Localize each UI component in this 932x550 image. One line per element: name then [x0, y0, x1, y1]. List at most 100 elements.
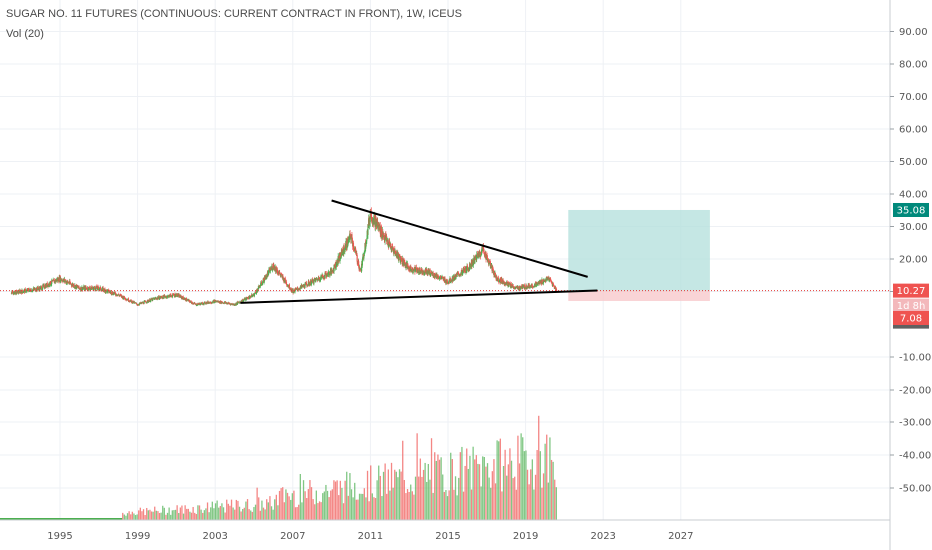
candle-body: [38, 287, 40, 289]
candle-body: [234, 304, 236, 306]
volume-bar: [477, 463, 479, 520]
volume-bar: [166, 512, 169, 520]
candle-body: [449, 277, 451, 283]
candle-body: [265, 275, 267, 277]
candle-body: [106, 289, 108, 291]
candle-body: [77, 286, 79, 288]
candle-body: [253, 294, 255, 297]
candle-body: [350, 236, 352, 240]
volume-bar: [362, 493, 364, 520]
volume-bar: [443, 491, 445, 520]
candle-body: [422, 271, 424, 273]
candle-body: [172, 294, 175, 296]
candle-body: [269, 268, 271, 272]
volume-bar: [555, 487, 557, 520]
volume-bar: [154, 506, 156, 520]
candle-body: [407, 266, 410, 270]
candle-body: [37, 288, 39, 291]
time-axis-tick-label: 2023: [590, 531, 615, 542]
profit-zone[interactable]: [568, 209, 710, 291]
candle-body: [386, 240, 388, 242]
candle-body: [264, 277, 266, 280]
candle-body: [337, 256, 340, 261]
candle-body: [104, 288, 106, 290]
target-price-badge-label: 35.08: [897, 205, 926, 216]
candle-body: [232, 304, 234, 306]
candle-body: [550, 279, 552, 282]
candle-body: [41, 286, 43, 290]
candle-body: [155, 298, 157, 299]
volume-bar: [387, 469, 389, 520]
candle-body: [85, 286, 87, 290]
candle-body: [243, 299, 245, 301]
volume-bar: [294, 507, 297, 520]
plot-background: [0, 0, 890, 520]
volume-bar: [302, 480, 305, 520]
candle-body: [344, 249, 346, 252]
stop-zone[interactable]: [568, 290, 710, 301]
candle-body: [499, 277, 502, 283]
time-axis-tick-label: 1999: [125, 531, 150, 542]
volume-bar: [438, 459, 441, 520]
candle-body: [190, 300, 192, 302]
candle-body: [428, 269, 430, 271]
candle-body: [76, 285, 78, 289]
volume-bar: [221, 503, 223, 520]
volume-bar: [293, 490, 295, 520]
volume-bar: [498, 441, 500, 520]
candle-body: [283, 277, 285, 283]
volume-bar: [138, 510, 140, 520]
candle-body: [420, 271, 422, 272]
candle-body: [216, 301, 218, 303]
candle-body: [455, 274, 457, 277]
trendline-descending[interactable]: [331, 199, 588, 278]
candle-body: [245, 297, 248, 300]
candle-body: [188, 300, 191, 302]
candle-body: [99, 287, 101, 290]
volume-bar: [141, 511, 143, 520]
candle-body: [483, 252, 485, 254]
candle-body: [33, 288, 36, 290]
candle-body: [496, 276, 498, 281]
candle-body: [343, 245, 345, 254]
candle-body: [295, 288, 297, 290]
candle-body: [457, 273, 459, 275]
candle-body: [325, 273, 327, 276]
candle-body: [425, 269, 428, 273]
candle-body: [547, 278, 549, 280]
candle-body: [96, 286, 99, 290]
candle-body: [420, 271, 422, 273]
candle-body: [339, 259, 341, 262]
time-axis-tick-label: 2027: [668, 531, 693, 542]
candle-body: [479, 252, 482, 257]
candle-body: [492, 270, 495, 274]
volume-bar: [283, 502, 285, 520]
candle-body: [244, 298, 247, 301]
candle-body: [114, 291, 116, 293]
volume-bar: [181, 505, 183, 520]
trendline-ascending[interactable]: [240, 289, 598, 304]
candle-body: [263, 278, 265, 283]
candle-body: [356, 254, 358, 262]
candle-body: [86, 288, 88, 290]
candle-body: [419, 267, 421, 274]
volume-bar: [158, 513, 161, 520]
volume-bar: [403, 479, 405, 520]
volume-bar: [546, 434, 548, 520]
candle-body: [88, 287, 90, 289]
volume-bar: [446, 496, 449, 520]
candle-body: [501, 281, 503, 283]
volume-bar: [298, 504, 300, 520]
candle-body: [389, 243, 391, 247]
candle-body: [264, 279, 266, 281]
candle-body: [439, 277, 441, 279]
volume-bar: [213, 508, 215, 520]
candle-body: [390, 245, 392, 248]
volume-bar: [150, 511, 153, 520]
candle-body: [328, 271, 331, 276]
candle-body: [266, 272, 268, 277]
price-axis-tick-label: -50.00: [899, 484, 931, 495]
candle-body: [306, 284, 308, 286]
